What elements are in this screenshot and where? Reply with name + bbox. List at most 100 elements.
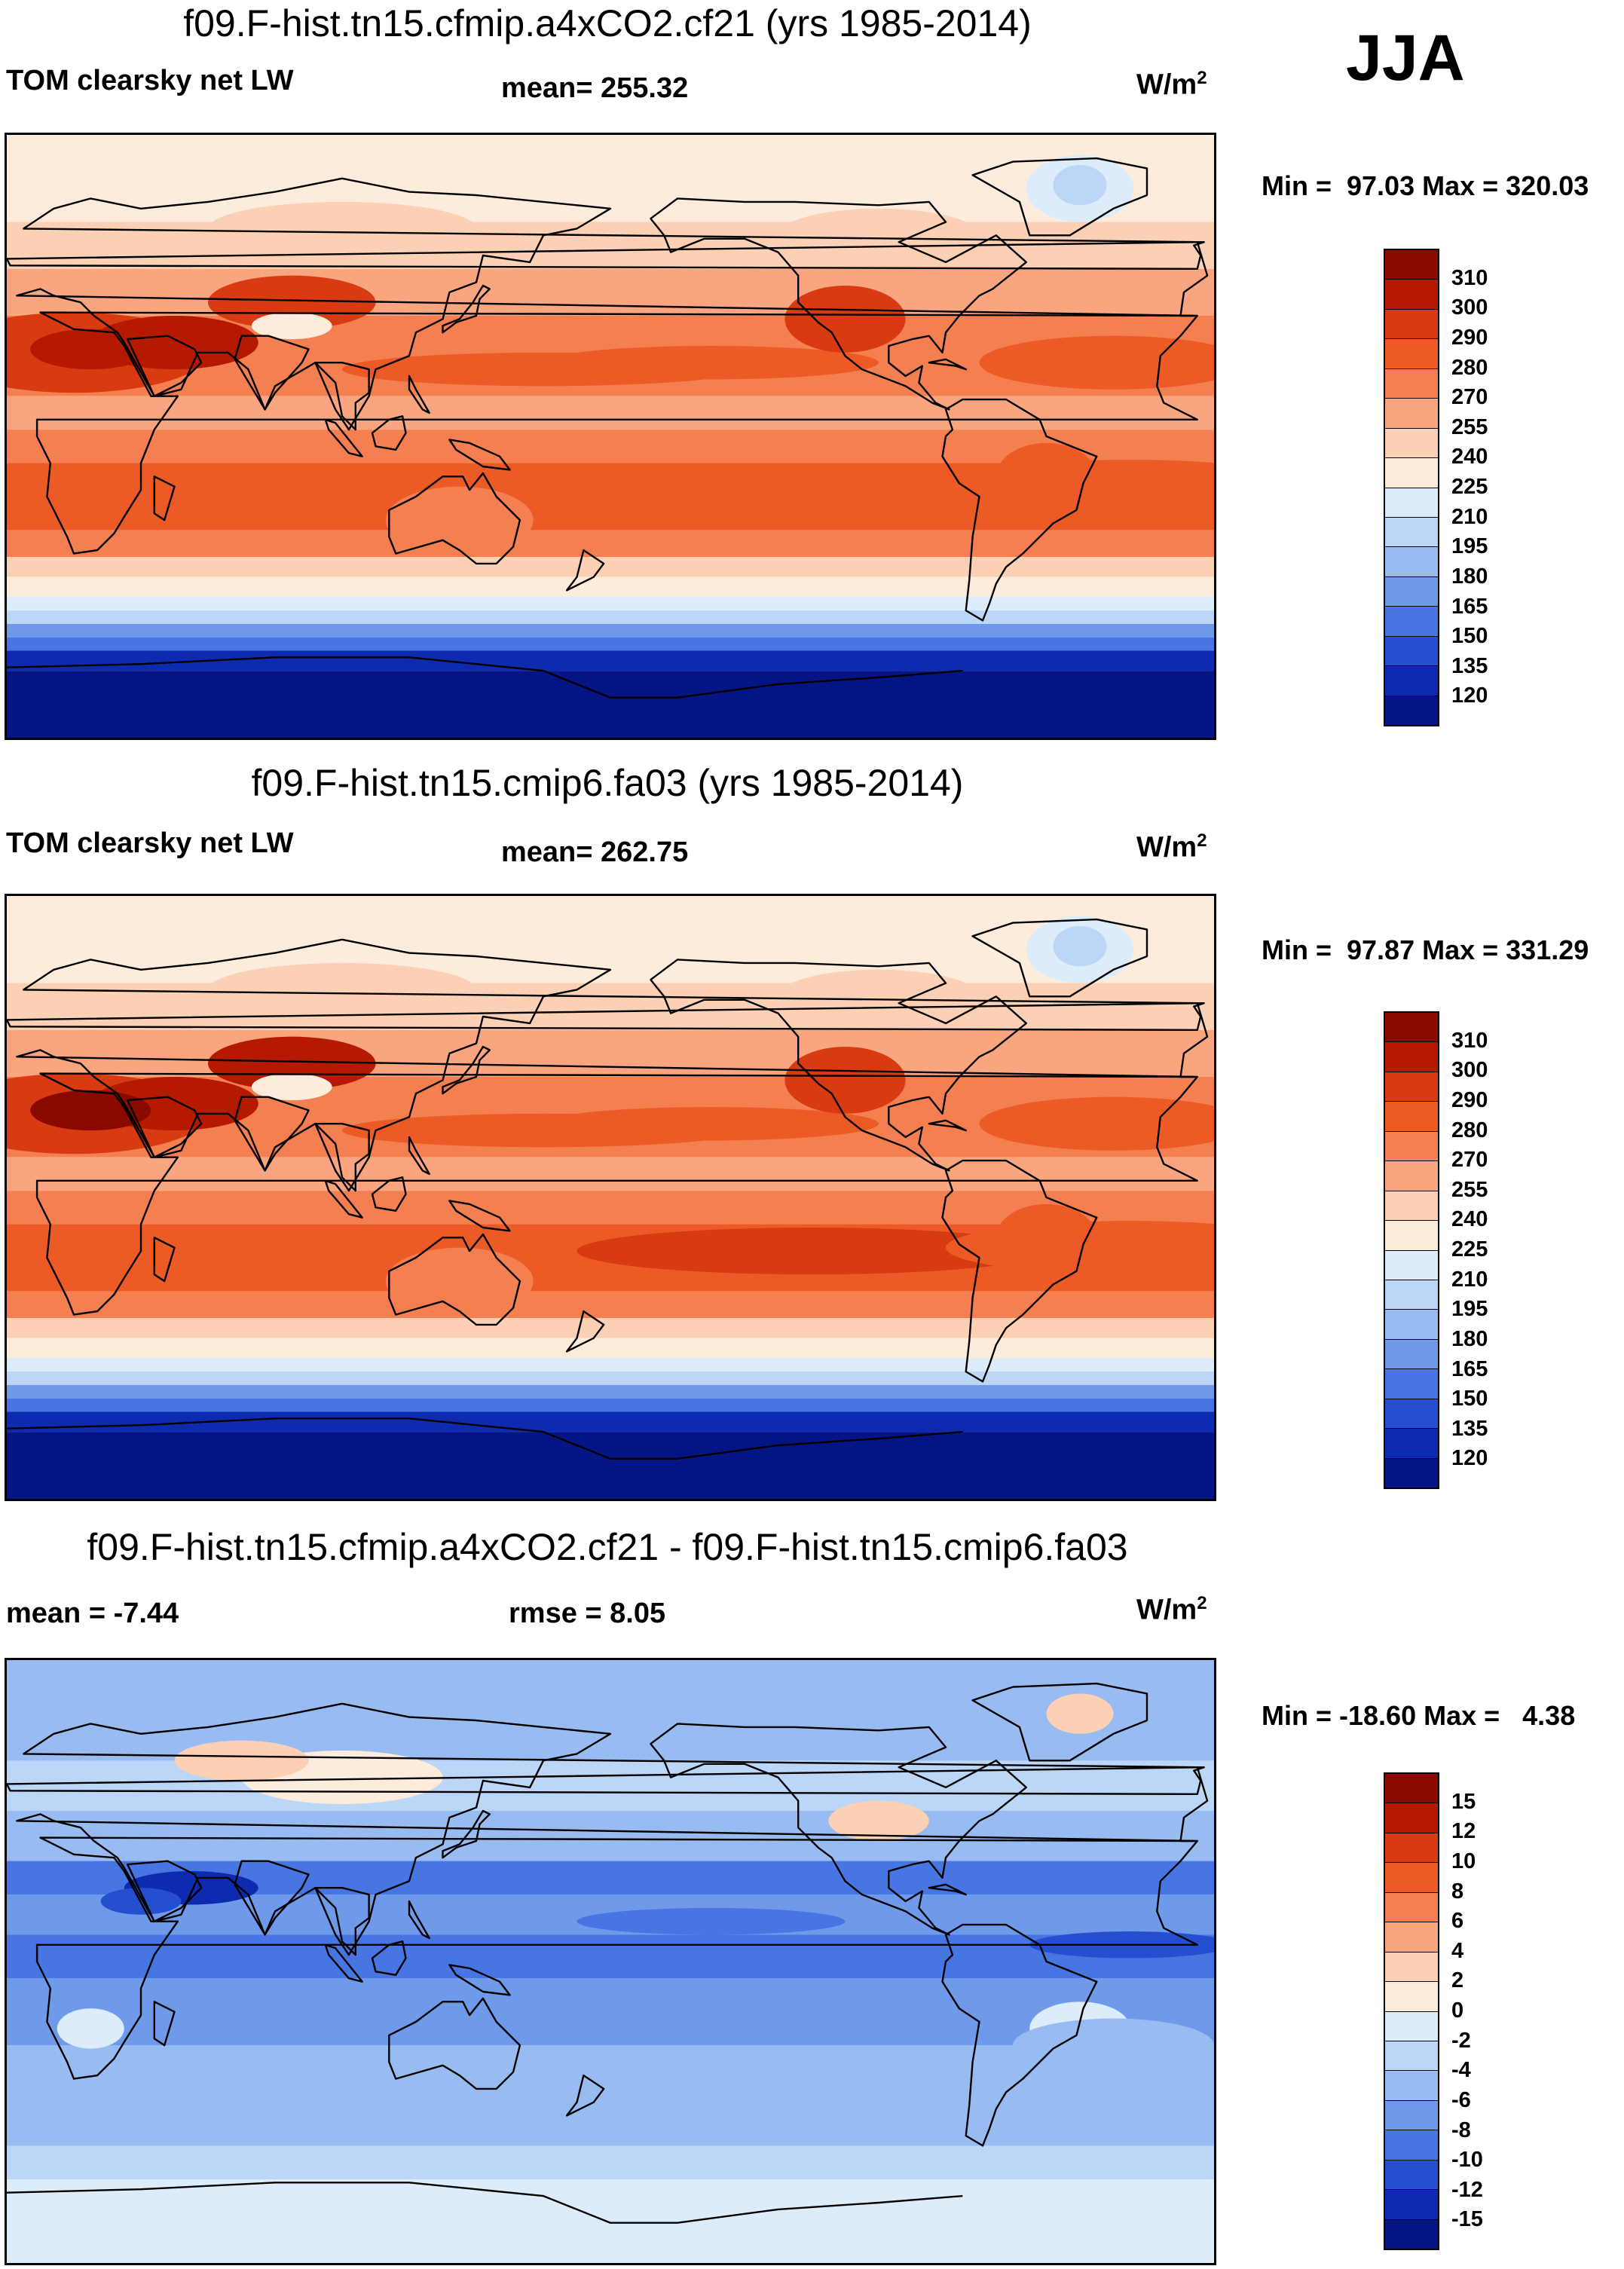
colorbar-swatch (1385, 1072, 1438, 1102)
coastline-namerica (650, 959, 1027, 1172)
colorbar-swatch (1385, 280, 1438, 310)
colorbar-tick-label: 2 (1451, 1968, 1464, 1993)
contour-blob (996, 1203, 1097, 1271)
colorbar-swatch (1385, 1863, 1438, 1893)
contour-band (7, 557, 1214, 577)
colorbar-tick-label: 225 (1451, 475, 1488, 499)
coastline-borneo (371, 415, 407, 451)
contour-band (7, 1398, 1214, 1412)
contour-blob (57, 483, 460, 524)
contour-band (7, 1318, 1214, 1338)
colorbar-swatch (1385, 250, 1438, 280)
contour-band (7, 576, 1214, 598)
contour-blob (778, 969, 980, 1023)
colorbar-tick-label: 210 (1451, 1267, 1488, 1292)
colorbar-tick-label: 120 (1451, 1446, 1488, 1471)
coastline-australia (388, 472, 521, 565)
contour-band (7, 1157, 1214, 1191)
contour-blob (1053, 165, 1107, 206)
colorbar-swatch (1385, 1191, 1438, 1222)
map-panel-3 (5, 1658, 1216, 2265)
colorbar-swatch (1385, 1399, 1438, 1430)
rmse-label: rmse = 8.05 (509, 1598, 666, 1629)
colorbar-swatch (1385, 1429, 1438, 1459)
colorbar-swatch (1385, 1131, 1438, 1162)
contour-band (7, 1384, 1214, 1399)
coastline-nz (565, 1310, 605, 1353)
contour-band (7, 983, 1214, 1030)
colorbar-swatch (1385, 1280, 1438, 1310)
units-label: W/m2 (1136, 68, 1207, 101)
contour-blob (40, 469, 141, 524)
map-panel-2 (5, 894, 1216, 1501)
coastline-greenland (971, 918, 1148, 998)
coastline-namerica (650, 1723, 1027, 1936)
variable-label: TOM clearsky net LW (6, 65, 294, 96)
coastline-samerica (941, 398, 1098, 622)
coastline-arabia (127, 1860, 203, 1922)
colorbar-tick-label: 195 (1451, 1297, 1488, 1322)
contour-blob (57, 1244, 460, 1285)
colorbar-tick-label: 150 (1451, 1387, 1488, 1411)
contour-band (7, 896, 1214, 983)
colorbar-swatch (1385, 2041, 1438, 2072)
map-fields (7, 896, 1214, 1499)
colorbar-swatch (1385, 547, 1438, 577)
coastline-antarctica (7, 656, 963, 699)
colorbar-swatch (1385, 2130, 1438, 2160)
colorbar-swatch (1385, 458, 1438, 488)
panel-title: f09.F-hist.tn15.cfmip.a4xCO2.cf21 (yrs 1… (183, 2, 1032, 44)
colorbar-tick-label: 240 (1451, 445, 1488, 469)
colorbar-tick-label: 280 (1451, 1118, 1488, 1142)
contour-blob (385, 1247, 534, 1315)
contour-band (7, 1978, 1214, 2046)
colorbar-tick-label: 290 (1451, 325, 1488, 350)
colorbar-swatch (1385, 1013, 1438, 1043)
colorbar-tick-label: 255 (1451, 1177, 1488, 1202)
colorbar-tick-label: -10 (1451, 2148, 1483, 2173)
colorbar-tick-label: 150 (1451, 624, 1488, 649)
coastline-madagascar (153, 2001, 176, 2047)
colorbar-tick-label: -15 (1451, 2207, 1483, 2232)
coastline-australia (388, 1233, 521, 1326)
contour-map (7, 896, 1214, 1499)
units-label: W/m2 (1136, 1593, 1207, 1626)
colorbar-swatch (1385, 339, 1438, 369)
colorbar-swatch (1385, 517, 1438, 548)
coastline-sumatra (324, 1179, 363, 1219)
colorbar-swatch (1385, 666, 1438, 696)
coastline-nz (565, 549, 605, 592)
coastline-seasia (314, 362, 370, 431)
contour-blob (543, 346, 879, 380)
colorbar-tick-label: 255 (1451, 414, 1488, 439)
contour-band (7, 1291, 1214, 1318)
min-max-label: Min = 97.87 Max = 331.29 (1262, 934, 1589, 965)
contour-band (7, 222, 1214, 269)
season-label: JJA (1346, 22, 1465, 94)
contour-band (7, 1934, 1214, 1979)
contour-band (7, 135, 1214, 222)
contour-blob (208, 1036, 376, 1090)
contour-blob (208, 201, 476, 255)
mean-label: mean = -7.44 (6, 1598, 179, 1629)
coastline-borneo (371, 1176, 407, 1212)
coastline-australia (388, 1997, 521, 2090)
colorbar-tick-label: -2 (1451, 2028, 1471, 2053)
colorbar-swatch (1385, 1892, 1438, 1923)
coastline-newguinea (448, 1200, 511, 1232)
coastline-india (234, 1096, 310, 1172)
colorbar-swatch (1385, 1922, 1438, 1953)
coastline-madagascar (153, 1237, 176, 1283)
min-max-label: Min = 97.03 Max = 320.03 (1262, 170, 1589, 201)
contour-band (7, 1338, 1214, 1359)
contour-blob (40, 1231, 141, 1285)
contour-blob (385, 486, 534, 554)
contour-blob (979, 335, 1214, 390)
coastline-eurasia (16, 177, 1209, 431)
contour-blob (1013, 2018, 1214, 2072)
colorbar-swatch (1385, 428, 1438, 459)
colorbar-ticks: 15 12 10 8 6 4 2 0 -2 -4 -6 -8 -10 -12 -15 (1451, 1772, 1542, 2250)
contour-band (7, 2095, 1214, 2146)
colorbar-tick-label: 0 (1451, 1998, 1464, 2023)
coastline-africa (35, 1836, 1198, 2080)
